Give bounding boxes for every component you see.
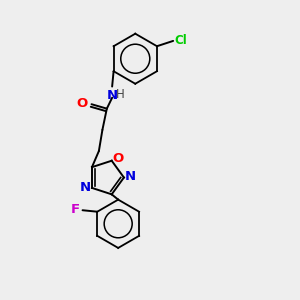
Text: N: N	[106, 89, 118, 102]
Text: N: N	[125, 170, 136, 183]
Text: O: O	[112, 152, 124, 165]
Text: H: H	[116, 88, 125, 101]
Text: O: O	[76, 98, 88, 110]
Text: N: N	[80, 182, 91, 194]
Text: Cl: Cl	[175, 34, 188, 47]
Text: F: F	[71, 203, 80, 216]
